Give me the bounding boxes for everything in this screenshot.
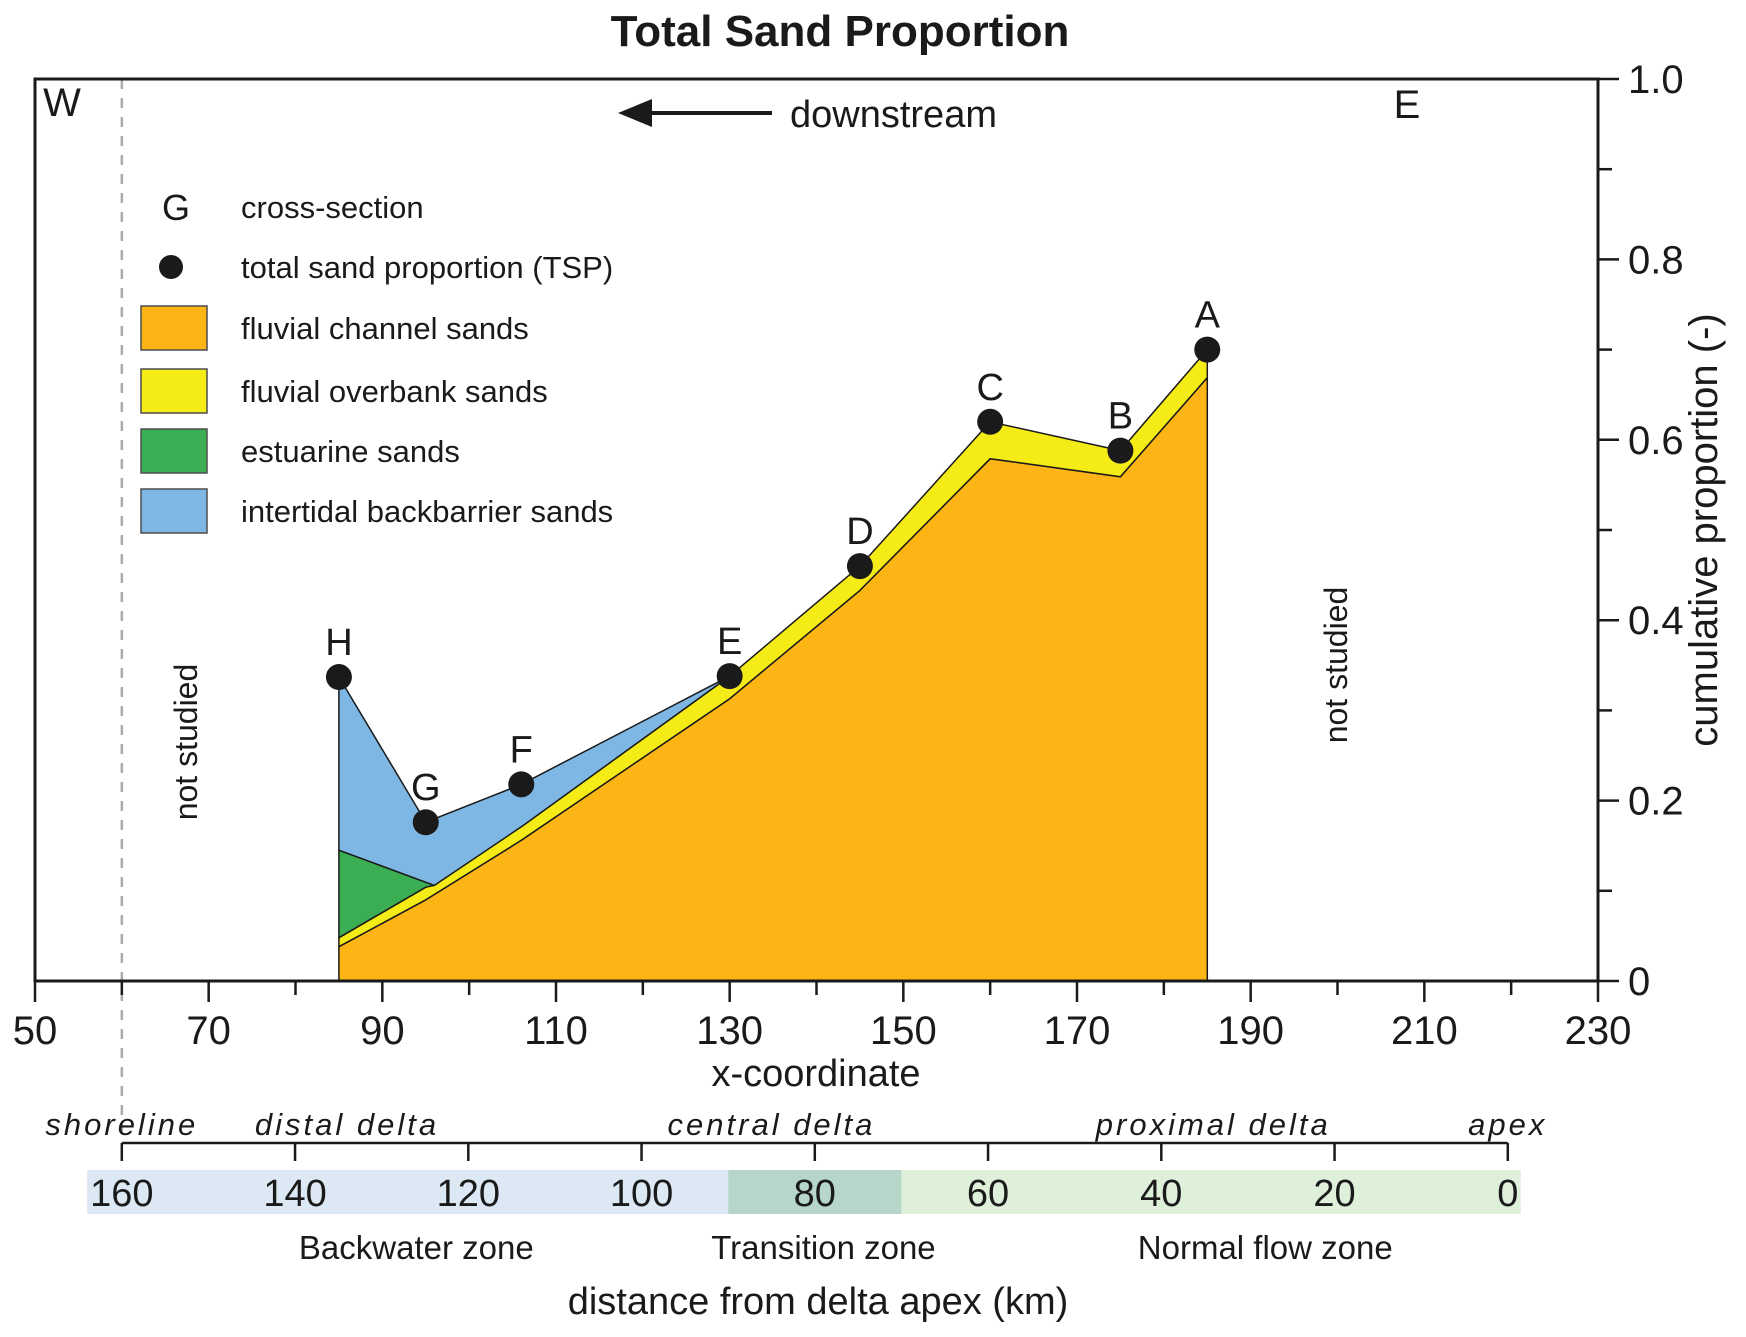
tsp-point-A [1194,336,1221,363]
distance-km-label: 80 [794,1173,836,1215]
tsp-point-D [846,553,873,580]
zone-name-normal-flow-zone: Normal flow zone [1138,1229,1393,1266]
plot-frame-and-ticks: 50 70 90 110 130 150 170 190 210 230 0 0.2 0.4 0.6 0.8… [13,58,1684,1053]
downstream-annotation: downstream [618,94,997,136]
tsp-point-C [977,408,1004,435]
distance-km-label: 160 [90,1173,153,1215]
legend-item-label: total sand proportion (TSP) [241,250,613,285]
distance-km-label: 0 [1497,1173,1518,1215]
distance-axis-caption: distance from delta apex (km) [568,1281,1069,1323]
tsp-points-group: H G F E D C B A [325,295,1221,836]
x-axis-tick-label: 130 [696,1009,763,1053]
distance-km-label: 140 [263,1173,326,1215]
geo-label-shoreline: shoreline [45,1107,198,1142]
x-axis-tick-label: 70 [186,1009,231,1053]
x-axis-tick-label: 150 [870,1009,937,1053]
legend-item-label: cross-section [241,190,424,225]
distance-km-label: 120 [437,1173,500,1215]
distance-km-label: 100 [610,1173,673,1215]
geo-label-central-delta: central delta [668,1107,876,1142]
not-studied-right-label: not studied [1318,587,1354,744]
legend-swatch-intertidal [140,488,208,534]
x-axis-tick-label: 50 [13,1009,58,1053]
zone-band-backwater-zone [87,1170,729,1214]
zone-name-transition-zone: Transition zone [711,1229,935,1266]
legend-swatch-fluvial_overbank [140,368,208,414]
geo-label-distal-delta: distal delta [255,1107,439,1142]
tsp-point-E [716,663,743,690]
cross-section-letter-D: D [846,511,873,553]
downstream-label: downstream [790,94,997,136]
legend-item-label: fluvial overbank sands [241,374,548,409]
distance-km-label: 20 [1313,1173,1355,1215]
x-axis-tick-label: 110 [524,1009,588,1053]
legend-item-label: estuarine sands [241,434,460,469]
distance-axis-group: shoreline distal delta central delta proxim… [45,1107,1547,1266]
cross-section-letter-H: H [325,622,352,664]
tsp-point-B [1107,437,1134,464]
cross-section-letter-A: A [1195,295,1221,337]
area-intertidal-backbarrier-sands [338,675,731,887]
cross-section-letter-B: B [1108,396,1133,438]
zone-name-backwater-zone: Backwater zone [299,1229,534,1266]
geo-label-proximal-delta: proximal delta [1095,1107,1331,1142]
zone-band-normal-flow-zone [901,1170,1521,1214]
y-axis-tick-label: 0.2 [1628,780,1684,824]
west-label: W [43,81,81,125]
y-axis-tick-label: 1.0 [1628,58,1684,102]
chart-title: Total Sand Proportion [611,7,1070,56]
legend-cross-section-symbol: G [162,187,190,228]
distance-km-label: 40 [1140,1173,1182,1215]
cross-section-letter-C: C [976,367,1003,409]
downstream-arrow-head-icon [618,99,652,127]
tsp-point-H [325,664,352,691]
x-axis-tick-label: 210 [1391,1009,1458,1053]
east-label: E [1394,83,1421,127]
y-axis-tick-label: 0 [1628,960,1650,1004]
x-axis-tick-label: 190 [1217,1009,1284,1053]
cross-section-letter-F: F [510,729,533,771]
legend-tsp-dot-icon [159,255,183,279]
x-axis-title: x-coordinate [711,1053,920,1095]
legend-swatch-fluvial_channel [140,305,208,351]
y-axis-title: cumulative proportion (-) [1682,313,1726,747]
x-axis-tick-label: 230 [1565,1009,1632,1053]
tsp-point-F [508,771,535,798]
y-axis-tick-label: 0.4 [1628,599,1684,643]
legend-swatch-estuarine [140,428,208,474]
tsp-point-G [412,809,439,836]
cross-section-letter-G: G [411,767,441,809]
x-axis-tick-label: 90 [360,1009,405,1053]
cross-section-letter-E: E [717,621,742,663]
legend-item-label: intertidal backbarrier sands [241,494,613,529]
zone-band-transition-zone [728,1170,902,1214]
x-axis-tick-label: 170 [1044,1009,1111,1053]
geo-label-apex: apex [1468,1107,1547,1142]
distance-km-label: 60 [967,1173,1009,1215]
stacked-area-group [338,348,1209,982]
y-axis-tick-label: 0.8 [1628,238,1684,282]
y-axis-tick-label: 0.6 [1628,419,1684,463]
legend-item-label: fluvial channel sands [241,311,529,346]
not-studied-left-label: not studied [168,664,204,821]
